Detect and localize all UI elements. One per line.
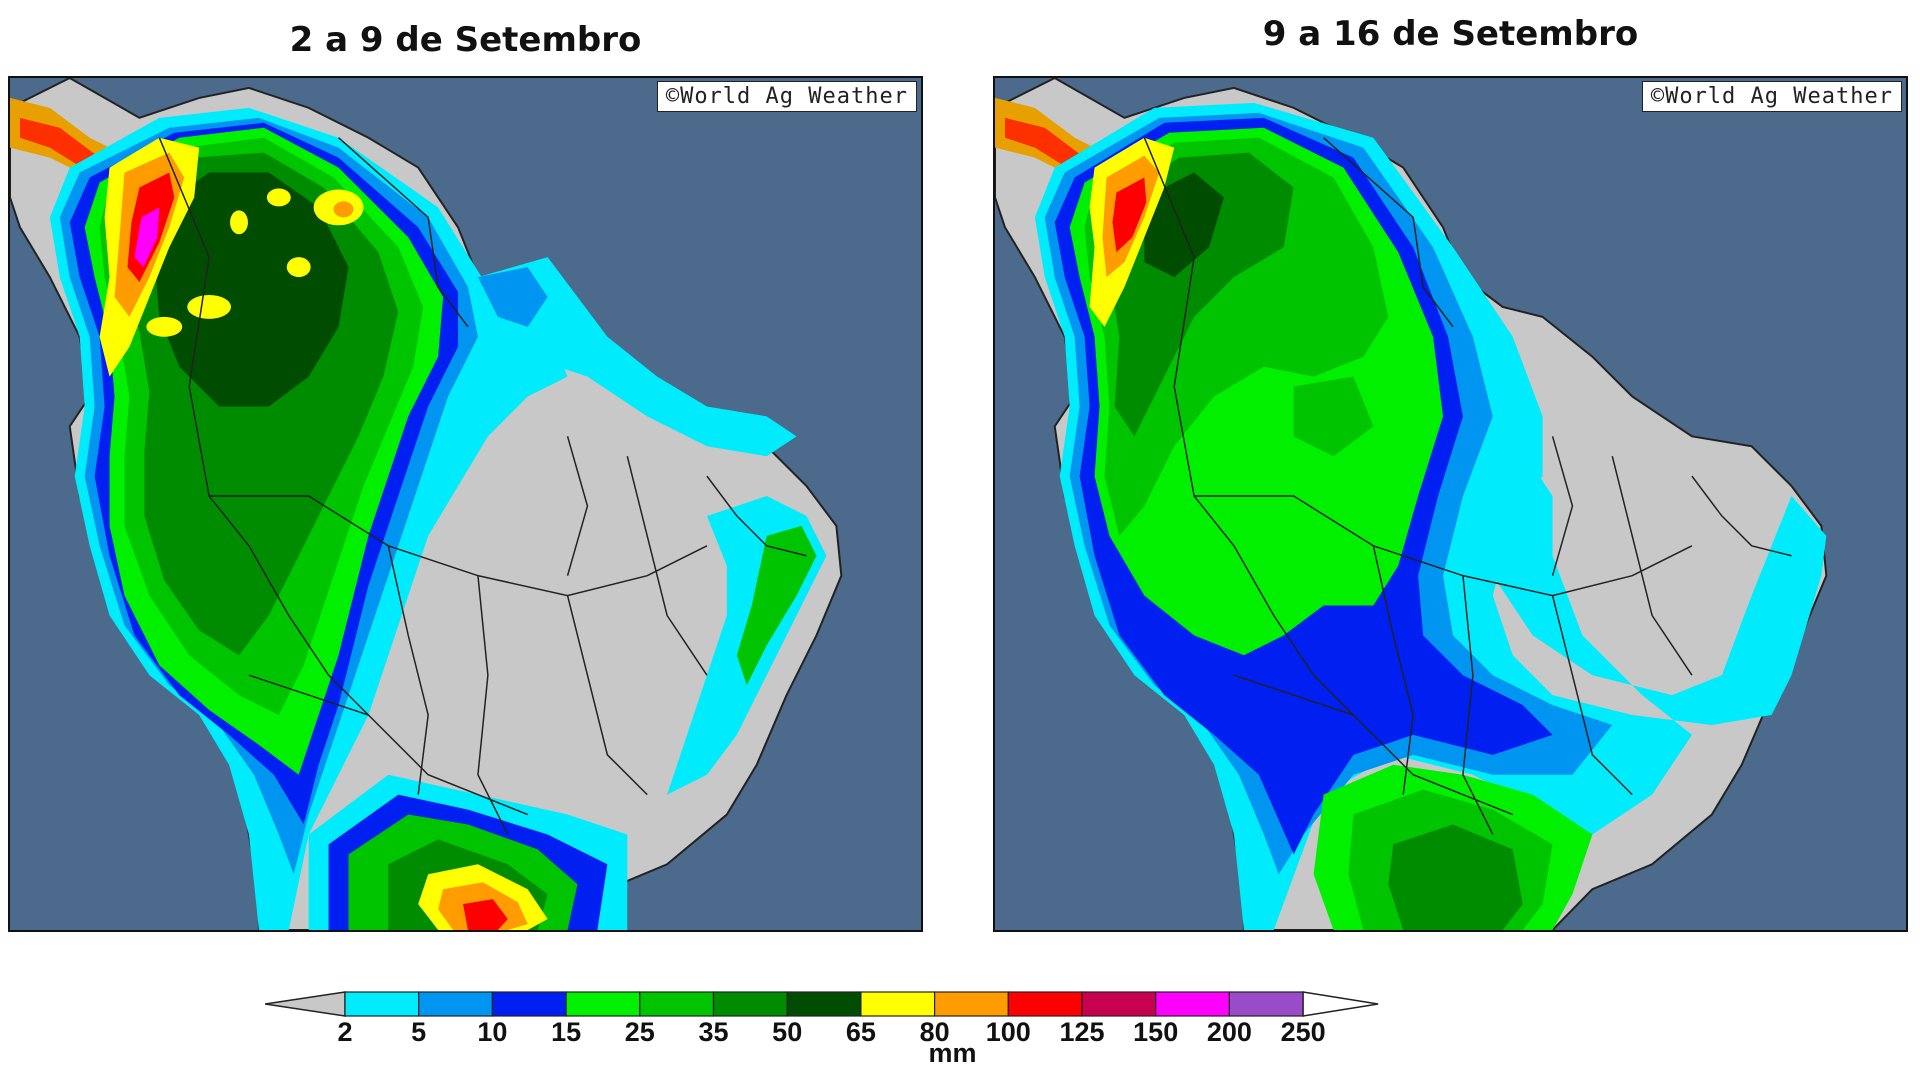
legend-colorbar: 2 5 10 15 25 35 50 65 80 100 125 150 200 250 [265,991,1379,1042]
legend-above-range [1302,991,1379,1017]
legend-swatch [344,991,420,1017]
rain-80-100mm-blobs [333,201,354,218]
legend-tick-label: 5 [411,1017,426,1042]
precipitation-legend: 2 5 10 15 25 35 50 65 80 100 125 150 200 250 mm [265,972,1640,1068]
rain-100-150mm-andes [1112,177,1147,253]
rain-150-200mm-andes [134,207,160,268]
rain-blob-mid [1293,376,1374,457]
legend-tick-label: 25 [625,1017,655,1042]
legend-below-range [265,991,346,1017]
legend-tick-label: 65 [846,1017,876,1042]
legend-tick-label: 35 [698,1017,728,1042]
precipitation-map-week1: ©World Ag Weather [8,76,923,932]
map-credit-right: ©World Ag Weather [1641,81,1902,112]
political-borders [1143,137,1792,835]
legend-unit: mm [928,1038,977,1068]
legend-swatch [933,991,1009,1017]
legend-tick-label: 250 [1281,1017,1326,1042]
legend-swatch [639,991,715,1017]
map-canvas-week1 [10,78,921,930]
legend-swatch [1228,991,1304,1017]
legend-tick-label: 15 [551,1017,581,1042]
legend-tick-label: 125 [1059,1017,1104,1042]
legend-tick-label: 10 [477,1017,507,1042]
rain-50-65mm [1144,172,1224,278]
legend-tick-label: 100 [986,1017,1031,1042]
map-canvas-week2 [995,78,1906,930]
rain-35-50mm-south [1388,824,1523,930]
precipitation-map-week2: ©World Ag Weather [993,76,1908,932]
legend-swatch [1081,991,1157,1017]
panel-title-left: 2 a 9 de Setembro [289,20,642,60]
rain-coast-ne-inner [736,525,817,686]
legend-swatch [786,991,862,1017]
legend-tick-label: 200 [1207,1017,1252,1042]
legend-tick-label: 80 [920,1017,950,1042]
rain-coast-north-blue [477,267,548,327]
legend-swatch [418,991,493,1017]
legend-tick-label: 150 [1133,1017,1178,1042]
political-borders [158,137,807,835]
legend-swatch [860,991,936,1017]
legend-swatch [1007,991,1083,1017]
legend-tick-label: 50 [772,1017,802,1042]
legend-swatch [712,991,788,1017]
legend-swatch [491,991,567,1017]
rain-50-65mm [154,172,349,407]
legend-swatch [1155,991,1231,1017]
legend-tick-label: 2 [337,1017,352,1042]
panel-title-right: 9 a 16 de Setembro [1262,14,1639,54]
rain-coast-north [477,257,797,457]
legend-swatch [565,991,641,1017]
map-credit-left: ©World Ag Weather [656,81,917,112]
rain-south-red [463,899,508,930]
